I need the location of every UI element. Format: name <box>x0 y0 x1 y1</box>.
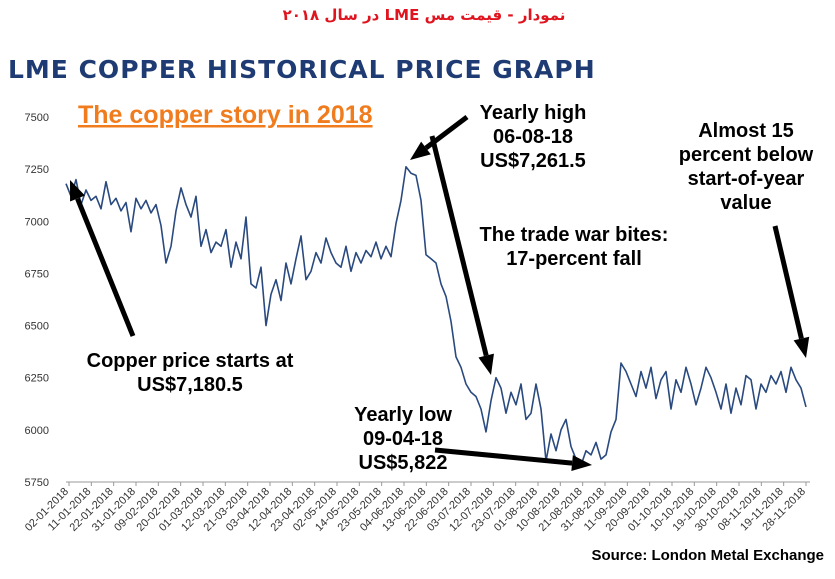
annotation-line: Yearly low <box>354 404 452 426</box>
plot-area <box>65 166 807 467</box>
annotation-low: Yearly low 09-04-18 US$5,822 <box>354 404 452 474</box>
y-tick-label: 6000 <box>25 425 49 437</box>
annotation-line: US$7,180.5 <box>137 374 243 396</box>
start-arrow <box>70 180 136 337</box>
annotation-arrows <box>70 115 810 472</box>
annotation-high: Yearly high 06-08-18 US$7,261.5 <box>480 102 587 172</box>
low-arrow <box>434 447 592 472</box>
tradewar-arrow <box>429 135 494 375</box>
annotation-line: percent below <box>679 144 814 166</box>
annotation-line: value <box>720 192 771 214</box>
y-tick-label: 7000 <box>25 216 49 228</box>
source-note: Source: London Metal Exchange <box>591 547 824 564</box>
annotation-line: 17-percent fall <box>506 248 642 270</box>
annotation-line: 09-04-18 <box>363 428 443 450</box>
y-tick-label: 6750 <box>25 268 49 280</box>
y-tick-label: 6250 <box>25 373 49 385</box>
main-title: LME COPPER HISTORICAL PRICE GRAPH <box>8 55 596 84</box>
annotation-line: start-of-year <box>688 168 805 190</box>
x-axis: 02-01-201811-01-201822-01-201831-01-2018… <box>23 482 808 534</box>
annotation-line: Copper price starts at <box>87 350 294 372</box>
y-axis: 5750 6000 6250 6500 6750 7000 7250 7500 <box>25 112 49 489</box>
annotation-line: The trade war bites: <box>480 224 669 246</box>
annotation-start: Copper price starts at US$7,180.5 <box>87 350 294 396</box>
price-series-line <box>65 166 807 467</box>
annotation-line: US$5,822 <box>359 452 448 474</box>
top-caption: نمودار - قیمت مس LME در سال ۲۰۱۸ <box>283 6 566 24</box>
y-tick-label: 7250 <box>25 164 49 176</box>
annotation-line: Yearly high <box>480 102 587 124</box>
y-tick-label: 5750 <box>25 477 49 489</box>
annotation-tradewar: The trade war bites: 17-percent fall <box>480 224 669 270</box>
annotation-line: Almost 15 <box>698 120 794 142</box>
annotation-line: 06-08-18 <box>493 126 573 148</box>
annotations: Copper price starts at US$7,180.5 Yearly h… <box>87 102 814 474</box>
annotation-line: US$7,261.5 <box>480 150 586 172</box>
annotation-end: Almost 15 percent below start-of-year value <box>679 120 814 214</box>
chart-subtitle: The copper story in 2018 <box>78 101 373 129</box>
end-arrow <box>772 225 810 358</box>
y-tick-label: 7500 <box>25 112 49 124</box>
y-tick-label: 6500 <box>25 321 49 333</box>
